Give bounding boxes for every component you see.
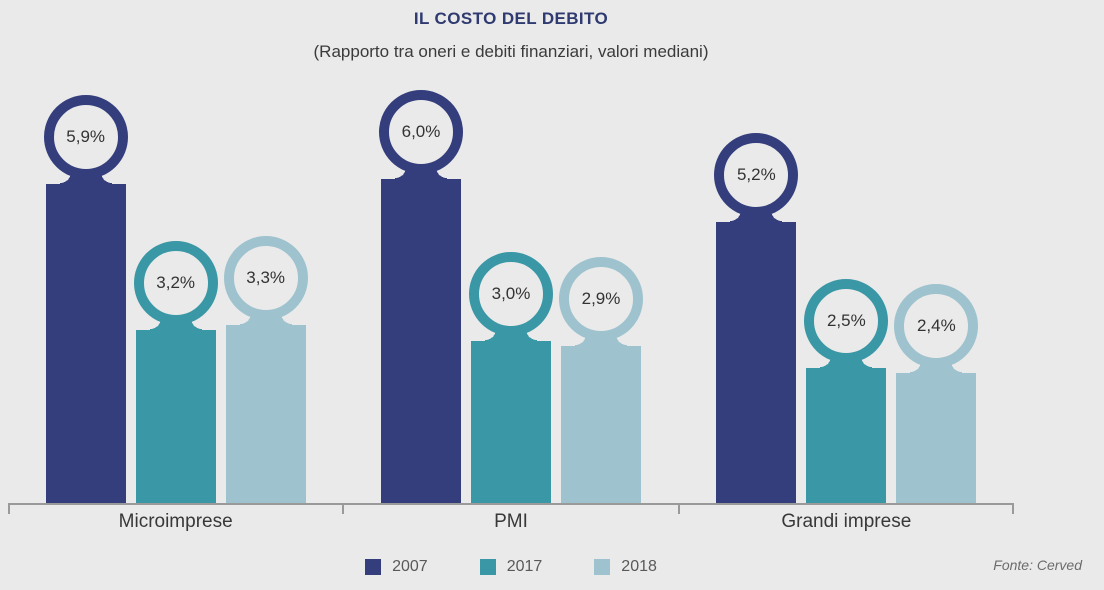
bar-circle: 3,3% [223, 236, 308, 320]
value-label: 5,9% [66, 127, 106, 146]
value-label: 2,9% [581, 289, 621, 308]
x-axis-line [8, 503, 1014, 514]
bar-column: 3,0% [468, 85, 553, 503]
bar-column: 3,2% [133, 85, 218, 503]
legend-item-2017: 2017 [479, 558, 543, 576]
bar-group-pmi: 6,0% 3,0% 2,9% [343, 85, 678, 503]
bar-circle: 3,2% [133, 241, 218, 325]
bar-circle: 3,0% [468, 252, 553, 336]
bar-rect [135, 330, 216, 503]
bar-rect [896, 373, 977, 503]
bar-column: 2,5% [804, 85, 889, 503]
axis-tick [342, 503, 345, 514]
bar-circle: 2,4% [894, 284, 979, 368]
value-label: 5,2% [736, 165, 776, 184]
bar-group-grandi-imprese: 5,2% 2,5% 2,4% [679, 85, 1014, 503]
bar-rect [45, 184, 126, 503]
bar-column: 3,3% [223, 85, 308, 503]
axis-tick [677, 503, 680, 514]
legend-swatch [594, 559, 611, 575]
bar-circle: 5,9% [43, 95, 128, 179]
bar-column: 5,2% [714, 85, 799, 503]
bar-circle: 2,9% [558, 257, 643, 341]
bar-rect [716, 222, 797, 503]
legend: 2007 2017 2018 [8, 558, 1014, 576]
bar-rect [380, 179, 461, 503]
value-label: 2,4% [916, 316, 956, 335]
value-label: 2,5% [826, 311, 866, 330]
axis-tick [1012, 503, 1014, 514]
legend-label: 2017 [506, 558, 543, 575]
category-labels: Microimprese PMI Grandi imprese [8, 511, 1014, 533]
value-label: 3,2% [156, 273, 196, 292]
value-label: 3,0% [491, 284, 531, 303]
bar-column: 2,9% [558, 85, 643, 503]
legend-label: 2007 [392, 558, 428, 575]
category-label-microimprese: Microimprese [118, 511, 233, 532]
legend-item-2018: 2018 [594, 558, 657, 576]
legend-item-2007: 2007 [365, 558, 428, 576]
bar-rect [806, 368, 887, 503]
chart-title: IL COSTO DEL DEBITO [413, 9, 609, 28]
plot-area: 5,9% 3,2% 3,3% 6,0% [8, 85, 1014, 503]
value-label: 3,3% [246, 268, 286, 287]
bar-rect [560, 346, 641, 503]
value-label: 6,0% [401, 122, 441, 141]
chart-subtitle: (Rapporto tra oneri e debiti finanziari,… [313, 42, 709, 61]
category-label-pmi: PMI [494, 511, 528, 532]
legend-swatch [479, 559, 496, 575]
chart-header: IL COSTO DEL DEBITO (Rapporto tra oneri … [8, 0, 1014, 62]
bar-circle: 6,0% [378, 90, 463, 174]
legend-swatch [365, 559, 382, 575]
category-label-grandi-imprese: Grandi imprese [781, 511, 912, 532]
axis-tick [8, 503, 10, 514]
bar-rect [470, 341, 551, 503]
source-note: Fonte: Cerved [993, 557, 1082, 573]
bar-circle: 5,2% [714, 133, 799, 217]
bar-rect [225, 325, 306, 503]
legend-label: 2018 [621, 558, 657, 575]
bar-column: 6,0% [378, 85, 463, 503]
bar-circle: 2,5% [804, 279, 889, 363]
bar-column: 2,4% [894, 85, 979, 503]
bar-group-microimprese: 5,9% 3,2% 3,3% [8, 85, 343, 503]
bar-column: 5,9% [43, 85, 128, 503]
